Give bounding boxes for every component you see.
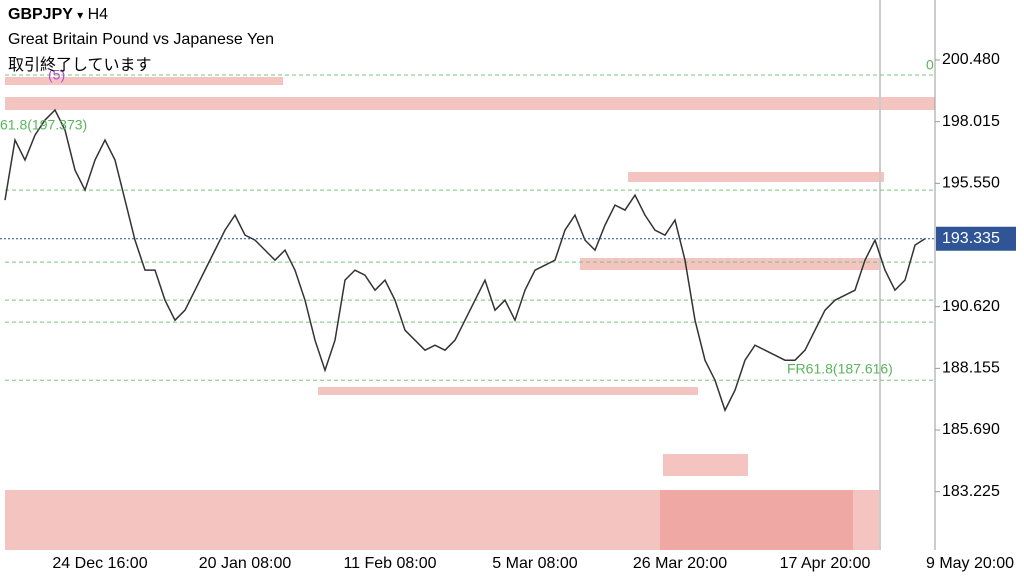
wave-label: (5) <box>48 67 65 83</box>
zone <box>660 490 853 550</box>
arrow: ▾ <box>77 8 84 22</box>
current-price-label: 193.335 <box>942 230 1000 247</box>
time-label: 11 Feb 08:00 <box>343 555 436 572</box>
time-label: 5 Mar 08:00 <box>492 555 577 572</box>
zone <box>663 454 748 476</box>
price-label: 190.620 <box>942 298 1000 315</box>
zone <box>628 172 884 182</box>
time-label: 26 Mar 20:00 <box>633 555 727 572</box>
symbol[interactable]: GBPJPY <box>8 6 73 23</box>
fib-upper: 61.8(197.373) <box>0 117 87 133</box>
price-label: 185.690 <box>942 421 1000 438</box>
zone <box>5 77 283 85</box>
price-label: 200.480 <box>942 51 1000 68</box>
price-label: 195.550 <box>942 175 1000 192</box>
time-label: 20 Jan 08:00 <box>199 555 292 572</box>
time-label: 17 Apr 20:00 <box>780 555 871 572</box>
title: Great Britain Pound vs Japanese Yen <box>8 31 274 48</box>
timeframe[interactable]: H4 <box>87 6 109 23</box>
zone <box>5 97 935 110</box>
price-label: 188.155 <box>942 360 1000 377</box>
fib-zero: 0 <box>926 57 934 73</box>
price-line <box>4 108 926 413</box>
price-label: 183.225 <box>942 483 1000 500</box>
zone <box>318 387 698 395</box>
time-label: 9 May 20:00 <box>926 555 1014 572</box>
current-price-box <box>936 226 1016 251</box>
status: 取引終了しています <box>8 57 152 74</box>
price-label: 198.015 <box>942 113 1000 130</box>
time-label: 24 Dec 16:00 <box>52 555 147 572</box>
zone <box>580 258 880 270</box>
symbol-row[interactable]: GBPJPY ▾ H4 <box>8 6 108 24</box>
fib-lower: FR61.8(187.616) <box>787 361 893 377</box>
